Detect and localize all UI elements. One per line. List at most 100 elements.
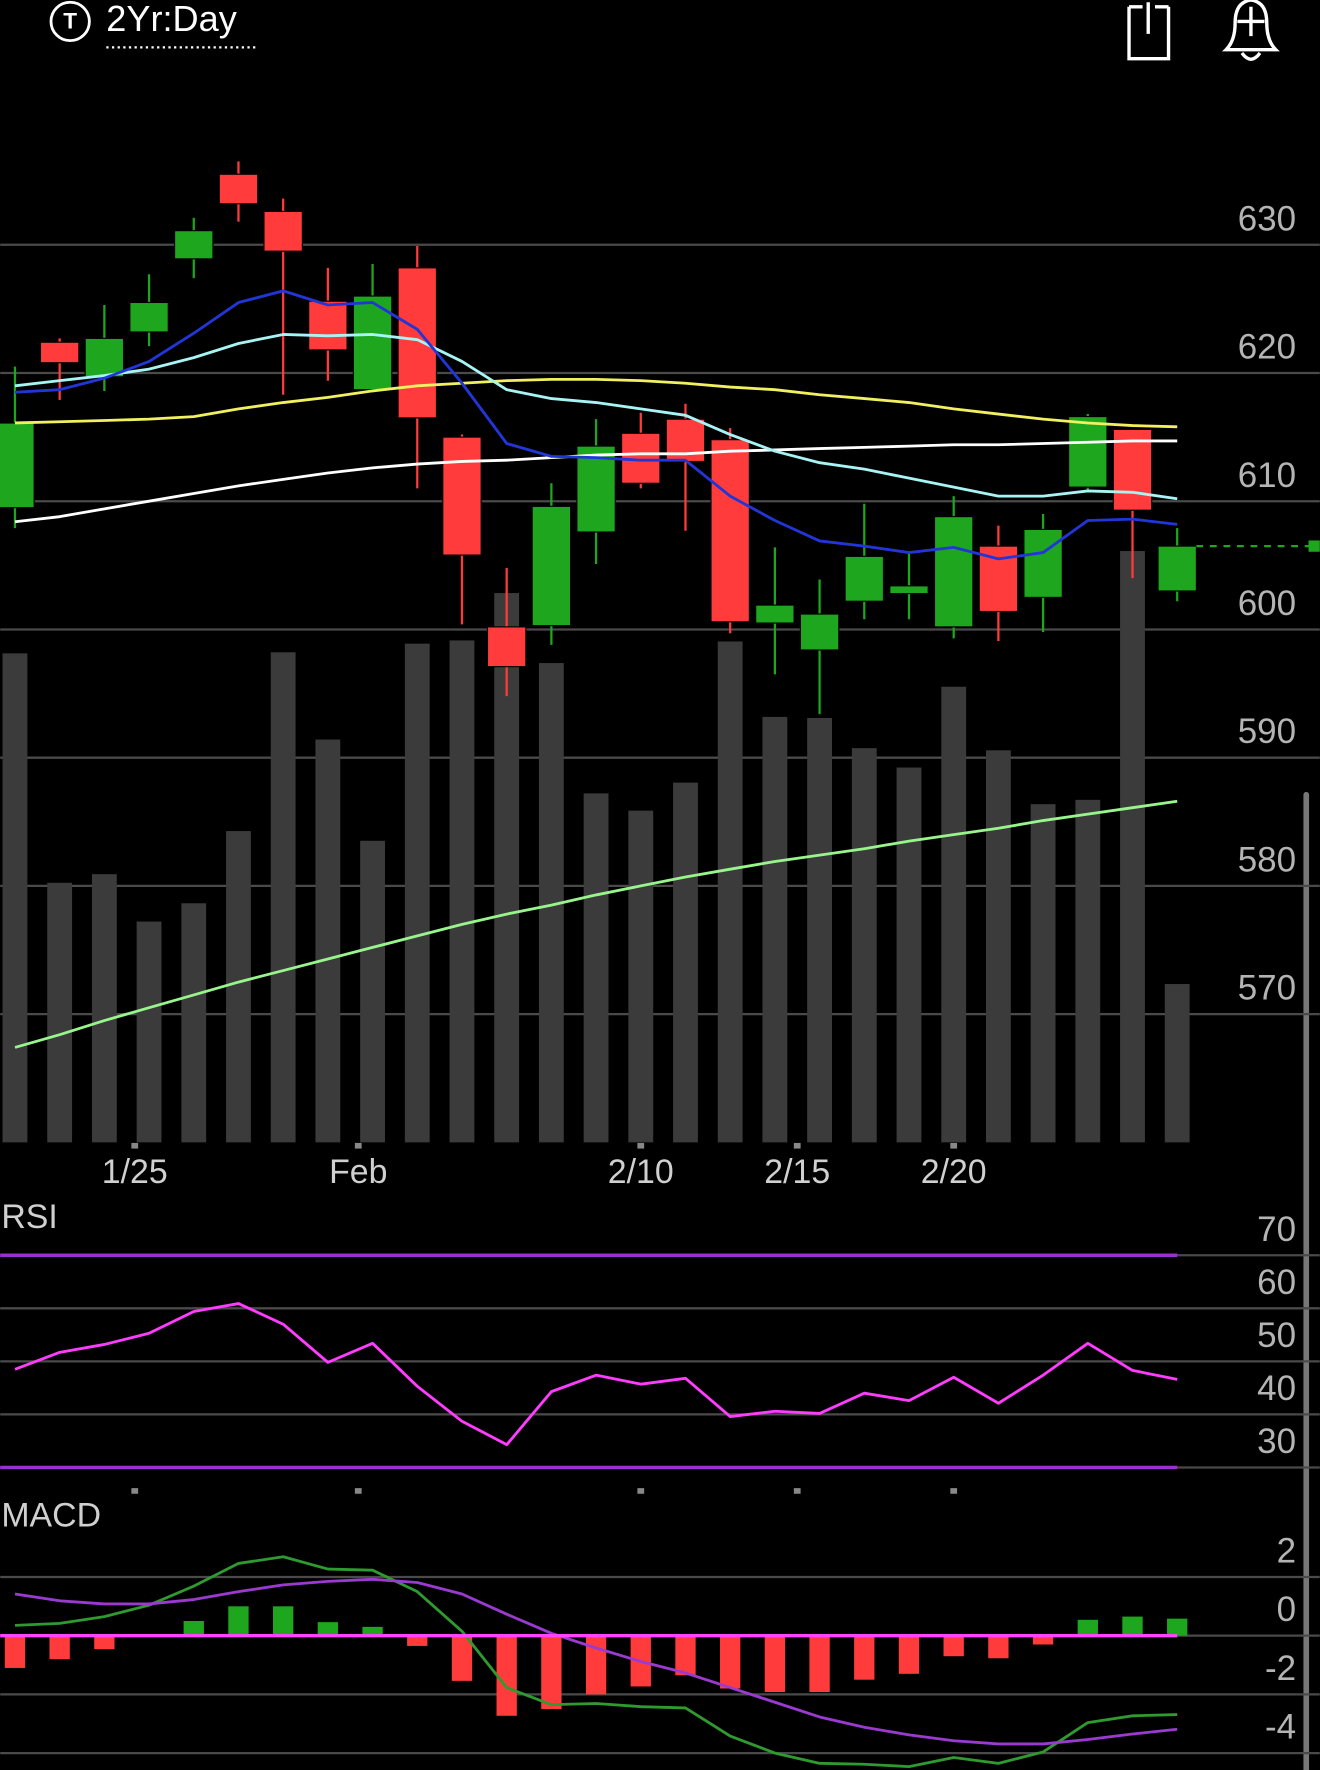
x-tick-label: 1/25 (102, 1153, 168, 1191)
volume-bar (807, 717, 833, 1143)
volume-bar (226, 831, 251, 1143)
volume-bar (1120, 551, 1145, 1143)
histogram-bar (988, 1635, 1009, 1659)
histogram-bar (183, 1620, 204, 1636)
volume-bar (360, 840, 385, 1143)
volume-bar (136, 921, 162, 1143)
candle-body (1157, 545, 1197, 592)
candle-body (710, 439, 750, 623)
volume-bar (1164, 984, 1190, 1143)
candle-body (308, 300, 348, 351)
histogram-bar (49, 1635, 70, 1660)
macd-line (14, 1555, 1178, 1769)
histogram-bar (317, 1622, 339, 1636)
y-tick-label: 610 (1238, 456, 1296, 495)
x-tick-label: 2/15 (764, 1153, 830, 1191)
y-tick-label: 600 (1238, 584, 1296, 623)
header: T 2Yr:Day (49, 0, 1280, 61)
histogram-bar (854, 1635, 875, 1680)
histogram-bar (764, 1635, 786, 1693)
volume-bar (1075, 799, 1101, 1143)
volume-bar (404, 643, 430, 1143)
histogram-bar (94, 1635, 115, 1650)
y-tick-label: -2 (1265, 1649, 1296, 1688)
histogram-bar (451, 1635, 473, 1681)
histogram-bar (541, 1635, 562, 1710)
candle-body (889, 585, 929, 595)
y-tick-label: -4 (1265, 1708, 1296, 1747)
histogram-bar (4, 1635, 26, 1668)
y-tick-label: 2 (1277, 1532, 1296, 1571)
panel: 570 580 590 600 610 620 630 1/25 Feb 2/10 2/15 2/20 (0, 161, 1320, 1191)
rsi-line (14, 1302, 1178, 1447)
last-price-marker (1308, 540, 1320, 552)
candle-body (531, 505, 572, 627)
candle-body (218, 173, 259, 205)
y-tick-label: 40 (1257, 1369, 1296, 1408)
candle-body (1112, 428, 1153, 511)
moving-average (14, 799, 1178, 1049)
volume-bar (851, 748, 877, 1143)
candle-body (799, 613, 840, 651)
volume-bar (628, 810, 654, 1143)
candle-body (933, 516, 974, 628)
timeframe[interactable]: 2Yr:Day (106, 0, 236, 39)
y-tick-label: 50 (1257, 1316, 1296, 1355)
volume-bar (47, 882, 73, 1143)
volume-bar (315, 739, 341, 1143)
candle-body (576, 445, 616, 533)
histogram-bar (720, 1635, 741, 1689)
candle-body (486, 626, 527, 668)
candle-body (1023, 528, 1063, 598)
volume-bar (896, 767, 922, 1143)
histogram-bar (943, 1635, 964, 1657)
candle-body (174, 230, 214, 260)
volume-bar (941, 686, 967, 1143)
y-tick-label: 630 (1238, 199, 1296, 238)
histogram-bar (809, 1635, 830, 1693)
histogram-bar (1167, 1618, 1188, 1636)
candle-body (84, 337, 125, 378)
volume-bar (181, 903, 207, 1143)
x-tick-label: 2/10 (608, 1153, 674, 1191)
volume-bar (2, 653, 28, 1143)
candle-body (0, 422, 35, 509)
moving-average (14, 333, 1178, 501)
y-tick-label: 590 (1238, 712, 1296, 751)
share-icon[interactable] (1127, 2, 1171, 61)
panel: 30 40 50 60 70 RSI (0, 1198, 1320, 1494)
y-tick-label: 30 (1257, 1422, 1296, 1461)
candle-body (263, 210, 303, 252)
histogram-bar (675, 1635, 696, 1676)
candle-body (442, 436, 482, 556)
histogram-bar (362, 1626, 383, 1636)
y-tick-label: 570 (1238, 969, 1296, 1008)
candle-body (844, 555, 885, 602)
histogram-bar (1032, 1635, 1054, 1645)
y-tick-label: 60 (1257, 1263, 1296, 1302)
candle-body (39, 341, 80, 364)
histogram-bar (1077, 1619, 1098, 1636)
histogram-bar (273, 1606, 294, 1636)
icon-circle[interactable] (49, 0, 91, 43)
y-tick-label: 0 (1277, 1590, 1296, 1629)
candle-body (397, 267, 438, 419)
histogram-bar (1122, 1616, 1143, 1636)
histogram-bar (407, 1635, 428, 1646)
volume-bar (449, 640, 475, 1143)
candle-body (1068, 416, 1108, 488)
volume-bar (762, 716, 788, 1143)
x-tick-label: 2/20 (921, 1153, 987, 1191)
candle-body (755, 604, 795, 624)
histogram-bar (898, 1635, 920, 1674)
panel-title: MACD (1, 1497, 101, 1535)
volume-bar (1030, 804, 1056, 1143)
alert-icon[interactable] (1222, 0, 1280, 61)
y-tick-label: 620 (1238, 328, 1296, 367)
moving-average (14, 289, 1178, 561)
volume-bar (717, 641, 743, 1143)
histogram-bar (496, 1635, 517, 1716)
candle-body (129, 301, 169, 333)
